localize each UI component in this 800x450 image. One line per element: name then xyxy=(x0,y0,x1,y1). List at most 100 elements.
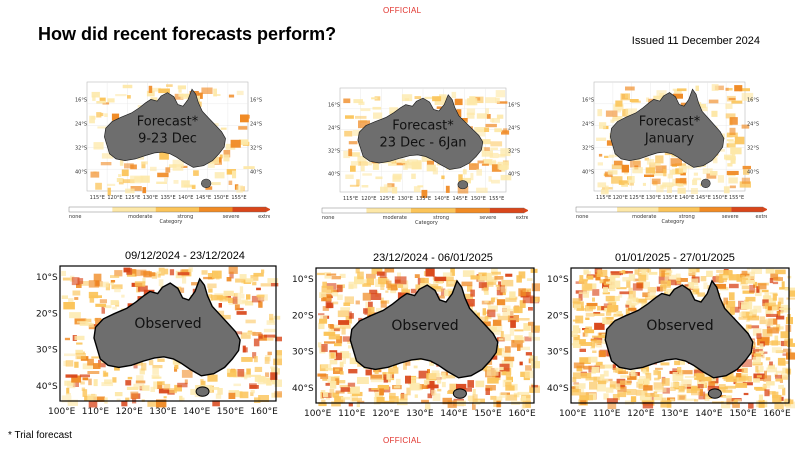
colorbar-title: Category xyxy=(662,219,685,225)
observed-lat-tick: 20°S xyxy=(547,311,569,321)
forecast-lon-tick: 155°E xyxy=(729,195,744,201)
australia-landmass xyxy=(93,277,241,377)
observed-lon-tick: 160°E xyxy=(251,407,279,417)
colorbar-label: extreme xyxy=(756,214,767,220)
observed-lon-tick: 160°E xyxy=(508,409,536,419)
colorbar-label: severe xyxy=(223,214,240,220)
observed-lat-tick: 40°S xyxy=(292,384,314,394)
observed-lon-tick: 120°E xyxy=(627,409,655,419)
observed-map-frame xyxy=(59,265,277,402)
forecast-lat-tick-right: 24°S xyxy=(508,126,520,132)
observed-lon-tick: 120°E xyxy=(116,407,144,417)
forecast-lat-tick-right: 16°S xyxy=(250,98,262,104)
colorbar-title: Category xyxy=(415,220,438,226)
colorbar-segment xyxy=(232,207,266,212)
colorbar-segment xyxy=(112,207,156,212)
australia-landmass xyxy=(357,94,484,170)
observed-lon-tick: 100°E xyxy=(559,409,587,419)
colorbar-label: extreme xyxy=(516,215,528,221)
colorbar-label: extreme xyxy=(258,214,270,220)
colorbar-segment xyxy=(69,207,113,212)
observed-label: Observed xyxy=(391,318,458,334)
colorbar-arrow xyxy=(763,207,767,212)
forecast-lon-tick: 130°E xyxy=(646,195,661,201)
colorbar-segment xyxy=(489,208,524,213)
colorbar-label: severe xyxy=(480,215,497,221)
forecast-lon-tick: 150°E xyxy=(712,195,727,201)
forecast-lat-tick-left: 40°S xyxy=(328,171,340,177)
observed-map-frame xyxy=(315,267,535,404)
forecast-lat-tick-left: 32°S xyxy=(75,146,87,152)
observed-lon-tick: 110°E xyxy=(338,409,366,419)
observed-date-range-3: 01/01/2025 - 27/01/2025 xyxy=(615,252,735,264)
tasmania-landmass xyxy=(457,180,469,190)
australia-landmass xyxy=(104,88,226,168)
colorbar-segment xyxy=(455,208,490,213)
colorbar-segment xyxy=(699,207,732,212)
observed-lon-tick: 130°E xyxy=(661,409,689,419)
colorbar-label: moderate xyxy=(632,214,656,220)
observed-lon-tick: 160°E xyxy=(763,409,791,419)
official-marking-top: OFFICIAL xyxy=(383,6,422,15)
forecast-lat-tick-left: 32°S xyxy=(328,148,340,154)
forecast-lat-tick-right: 40°S xyxy=(747,170,759,176)
colorbar-segment xyxy=(576,207,618,212)
colorbar-label: none xyxy=(69,214,81,220)
colorbar-segment xyxy=(155,207,200,212)
forecast-label-line2: 23 Dec - 6Jan xyxy=(379,136,466,151)
forecast-lon-tick: 130°E xyxy=(143,195,158,201)
colorbar-label: strong xyxy=(679,214,695,220)
forecast-lon-tick: 115°E xyxy=(90,195,105,201)
forecast-lon-tick: 140°E xyxy=(679,195,694,201)
observed-date-range-2: 23/12/2024 - 06/01/2025 xyxy=(373,252,493,264)
observed-lon-tick: 150°E xyxy=(729,409,757,419)
australia-landmass xyxy=(349,279,499,379)
observed-lon-tick: 130°E xyxy=(406,409,434,419)
tasmania-landmass xyxy=(700,178,711,189)
colorbar-label: moderate xyxy=(383,215,407,221)
observed-lat-tick: 10°S xyxy=(547,275,569,285)
australia-landmass xyxy=(604,279,754,379)
forecast-lat-tick-left: 16°S xyxy=(582,98,594,104)
forecast-map-3: Forecast* January 16°S 16°S 24°S 24°S 32°S 32°S… xyxy=(572,78,767,243)
forecast-lon-tick: 135°E xyxy=(416,196,431,202)
tasmania-landmass xyxy=(452,388,467,399)
colorbar-label: none xyxy=(576,214,588,220)
observed-label: Observed xyxy=(134,316,201,332)
observed-lon-tick: 140°E xyxy=(440,409,468,419)
colorbar-arrow xyxy=(266,207,270,212)
observed-lat-tick: 10°S xyxy=(36,273,58,283)
observed-lon-tick: 100°E xyxy=(304,409,332,419)
forecast-lat-tick-right: 32°S xyxy=(747,146,759,152)
colorbar-label: strong xyxy=(177,214,193,220)
forecast-map-2: Forecast* 23 Dec - 6Jan 16°S 16°S 24°S 24°S 32… xyxy=(318,84,528,244)
forecast-lon-tick: 140°E xyxy=(434,196,449,202)
observed-lon-tick: 150°E xyxy=(474,409,502,419)
colorbar-segment xyxy=(731,207,763,212)
observed-lon-tick: 140°E xyxy=(695,409,723,419)
tasmania-landmass xyxy=(707,388,722,399)
forecast-lon-tick: 125°E xyxy=(125,195,140,201)
observed-lat-tick: 40°S xyxy=(36,382,58,392)
observed-lat-tick: 30°S xyxy=(547,348,569,358)
observed-lat-tick: 30°S xyxy=(36,346,58,356)
observed-date-range-1: 09/12/2024 - 23/12/2024 xyxy=(125,250,245,262)
forecast-lat-tick-right: 16°S xyxy=(508,103,520,109)
forecast-lat-tick-right: 24°S xyxy=(747,122,759,128)
observed-lat-tick: 20°S xyxy=(292,311,314,321)
tasmania-landmass xyxy=(201,178,212,189)
issued-date: Issued 11 December 2024 xyxy=(631,35,760,47)
colorbar-segment xyxy=(617,207,659,212)
forecast-lon-tick: 130°E xyxy=(398,196,413,202)
forecast-lat-tick-right: 40°S xyxy=(250,170,262,176)
forecast-lat-tick-right: 24°S xyxy=(250,122,262,128)
forecast-lon-tick: 135°E xyxy=(161,195,176,201)
forecast-lat-tick-right: 16°S xyxy=(747,98,759,104)
forecast-lat-tick-right: 40°S xyxy=(508,171,520,177)
forecast-lon-tick: 145°E xyxy=(196,195,211,201)
forecast-lon-tick: 155°E xyxy=(489,196,504,202)
observed-lat-tick: 10°S xyxy=(292,275,314,285)
forecast-lon-tick: 120°E xyxy=(613,195,628,201)
colorbar-segment xyxy=(322,208,367,213)
observed-label: Observed xyxy=(646,318,713,334)
